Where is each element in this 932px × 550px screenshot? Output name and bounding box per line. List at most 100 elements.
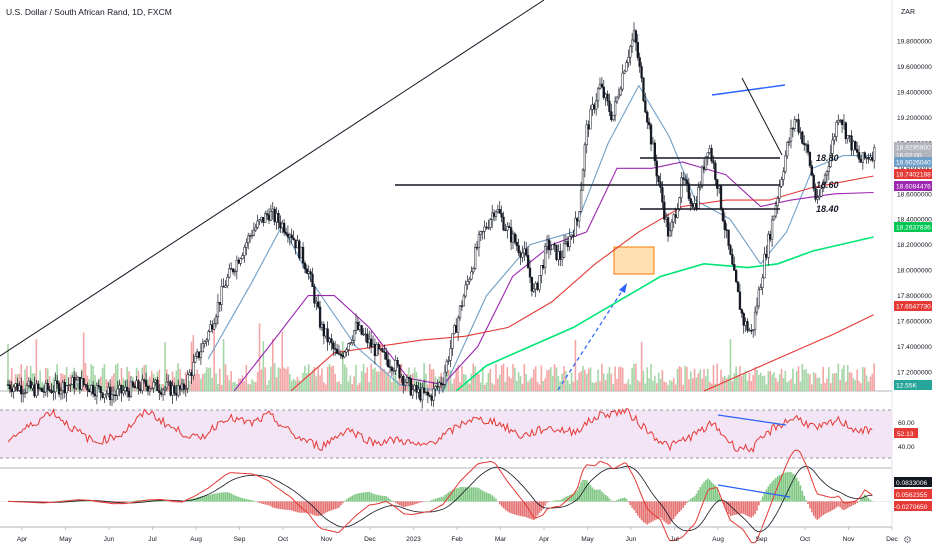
volume-bar bbox=[160, 384, 162, 391]
candle-body bbox=[859, 158, 863, 163]
volume-bar bbox=[703, 369, 705, 391]
macd-histogram-bar bbox=[848, 501, 851, 507]
volume-bar bbox=[553, 364, 556, 391]
macd-histogram-bar bbox=[559, 500, 562, 502]
candle-body bbox=[572, 234, 575, 237]
candle-body bbox=[579, 189, 583, 212]
candle-body bbox=[203, 341, 206, 344]
candle-body bbox=[358, 325, 361, 330]
volume-bar bbox=[867, 381, 870, 391]
volume-bar bbox=[544, 378, 546, 391]
candle-body bbox=[489, 219, 492, 228]
candle-body bbox=[676, 208, 679, 218]
macd-histogram-bar bbox=[824, 501, 826, 514]
candle-body bbox=[725, 229, 728, 231]
macd-histogram-bar bbox=[196, 497, 198, 502]
price-badge bbox=[894, 380, 932, 390]
macd-histogram-bar bbox=[754, 501, 756, 515]
macd-histogram-bar bbox=[759, 500, 762, 502]
volume-bar bbox=[427, 384, 429, 391]
volume-bar bbox=[334, 373, 336, 391]
candle-body bbox=[702, 166, 706, 170]
macd-histogram-bar bbox=[476, 487, 478, 502]
time-axis[interactable]: Apr May Jun Jul Aug Sep Oct Nov Dec 2023 Feb Mar Apr… bbox=[17, 527, 899, 543]
macd-histogram-bar bbox=[478, 488, 480, 502]
macd-histogram-bar bbox=[610, 500, 613, 502]
macd-histogram-bar bbox=[850, 501, 853, 506]
macd-histogram-bar bbox=[328, 501, 331, 511]
candle-body bbox=[683, 178, 687, 181]
volume-bar bbox=[279, 368, 282, 391]
candle-body bbox=[636, 42, 639, 58]
price-tick-label: 18.6000000 bbox=[897, 191, 932, 198]
volume-bar bbox=[207, 368, 210, 391]
candle-body bbox=[356, 321, 360, 330]
candle-body bbox=[265, 213, 269, 216]
macd-histogram-bar bbox=[618, 499, 620, 502]
candle-body bbox=[562, 242, 566, 258]
macd-histogram-bar bbox=[224, 492, 227, 502]
candle-body bbox=[254, 227, 257, 231]
macd-histogram-bar bbox=[725, 501, 728, 511]
candle-body bbox=[373, 343, 377, 356]
candle-body bbox=[250, 235, 254, 237]
candle-body bbox=[638, 57, 641, 67]
volume-bar bbox=[676, 368, 679, 391]
macd-histogram-bar bbox=[803, 495, 806, 502]
volume-bar bbox=[258, 323, 261, 391]
macd-histogram-bar bbox=[863, 494, 866, 502]
candle-body bbox=[612, 114, 615, 121]
volume-bar bbox=[266, 384, 268, 391]
candle-body bbox=[557, 250, 560, 260]
macd-histogram-bar bbox=[357, 493, 359, 502]
candle-body bbox=[52, 391, 55, 394]
macd-histogram-bar bbox=[710, 481, 713, 502]
macd-histogram-bar bbox=[410, 501, 412, 506]
candle-body bbox=[827, 166, 830, 172]
candle-body bbox=[292, 237, 295, 241]
macd-histogram-bar bbox=[275, 501, 278, 509]
candle-body bbox=[230, 268, 233, 270]
candle-body bbox=[661, 187, 664, 203]
volume-bar bbox=[712, 365, 715, 391]
macd-histogram-bar bbox=[86, 501, 89, 502]
macd-histogram-bar bbox=[37, 501, 40, 503]
macd-histogram-bar bbox=[453, 489, 456, 502]
volume-bar bbox=[854, 380, 857, 391]
candle-body bbox=[273, 208, 276, 223]
volume-bar bbox=[211, 377, 214, 391]
macd-histogram-bar bbox=[351, 495, 354, 502]
volume-bar bbox=[665, 382, 667, 391]
chart-title: U.S. Dollar / South African Rand, 1D, FX… bbox=[6, 7, 172, 17]
time-tick-label: Dec bbox=[886, 536, 898, 543]
volume-bar bbox=[184, 372, 187, 391]
candle-body bbox=[833, 136, 836, 141]
volume-bar bbox=[746, 380, 749, 391]
macd-histogram-bar bbox=[812, 501, 815, 516]
candle-body bbox=[733, 264, 736, 271]
price-tick-label: 17.6000000 bbox=[897, 319, 932, 326]
volume-bar bbox=[241, 375, 244, 391]
volume-bar bbox=[722, 377, 724, 391]
macd-histogram-bar bbox=[336, 501, 338, 509]
candle-body bbox=[315, 301, 318, 304]
volume-bar bbox=[351, 384, 354, 391]
candle-body bbox=[634, 30, 638, 43]
candle-body bbox=[776, 197, 779, 207]
macd-histogram-bar bbox=[820, 501, 823, 517]
candle-body bbox=[50, 389, 53, 394]
volume-bar bbox=[360, 371, 363, 391]
gear-icon[interactable]: ⚙ bbox=[903, 535, 912, 546]
macd-histogram-bar bbox=[756, 501, 758, 511]
volume-bar bbox=[525, 373, 528, 391]
volume-bar bbox=[570, 372, 573, 391]
macd-histogram-bar bbox=[612, 501, 615, 503]
macd-histogram-bar bbox=[869, 499, 872, 502]
volume-bar bbox=[669, 380, 671, 391]
candle-body bbox=[487, 227, 490, 229]
volume-bar bbox=[270, 366, 272, 391]
macd-histogram-bar bbox=[521, 501, 524, 517]
macd-histogram-bar bbox=[147, 499, 149, 502]
macd-histogram-bar bbox=[833, 501, 836, 510]
